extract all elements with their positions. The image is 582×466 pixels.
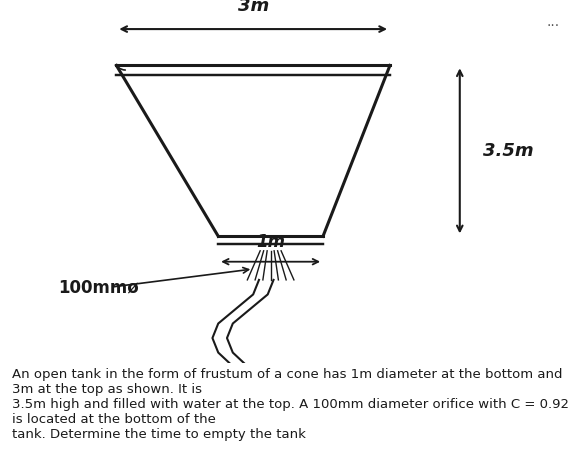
Text: An open tank in the form of frustum of a cone has 1m diameter at the bottom and : An open tank in the form of frustum of a…: [12, 368, 569, 441]
Text: 3m: 3m: [237, 0, 269, 14]
Text: 100mmø: 100mmø: [58, 278, 139, 296]
Text: 1m: 1m: [256, 233, 285, 251]
Text: ...: ...: [546, 15, 559, 29]
Text: 3.5m: 3.5m: [483, 142, 534, 160]
